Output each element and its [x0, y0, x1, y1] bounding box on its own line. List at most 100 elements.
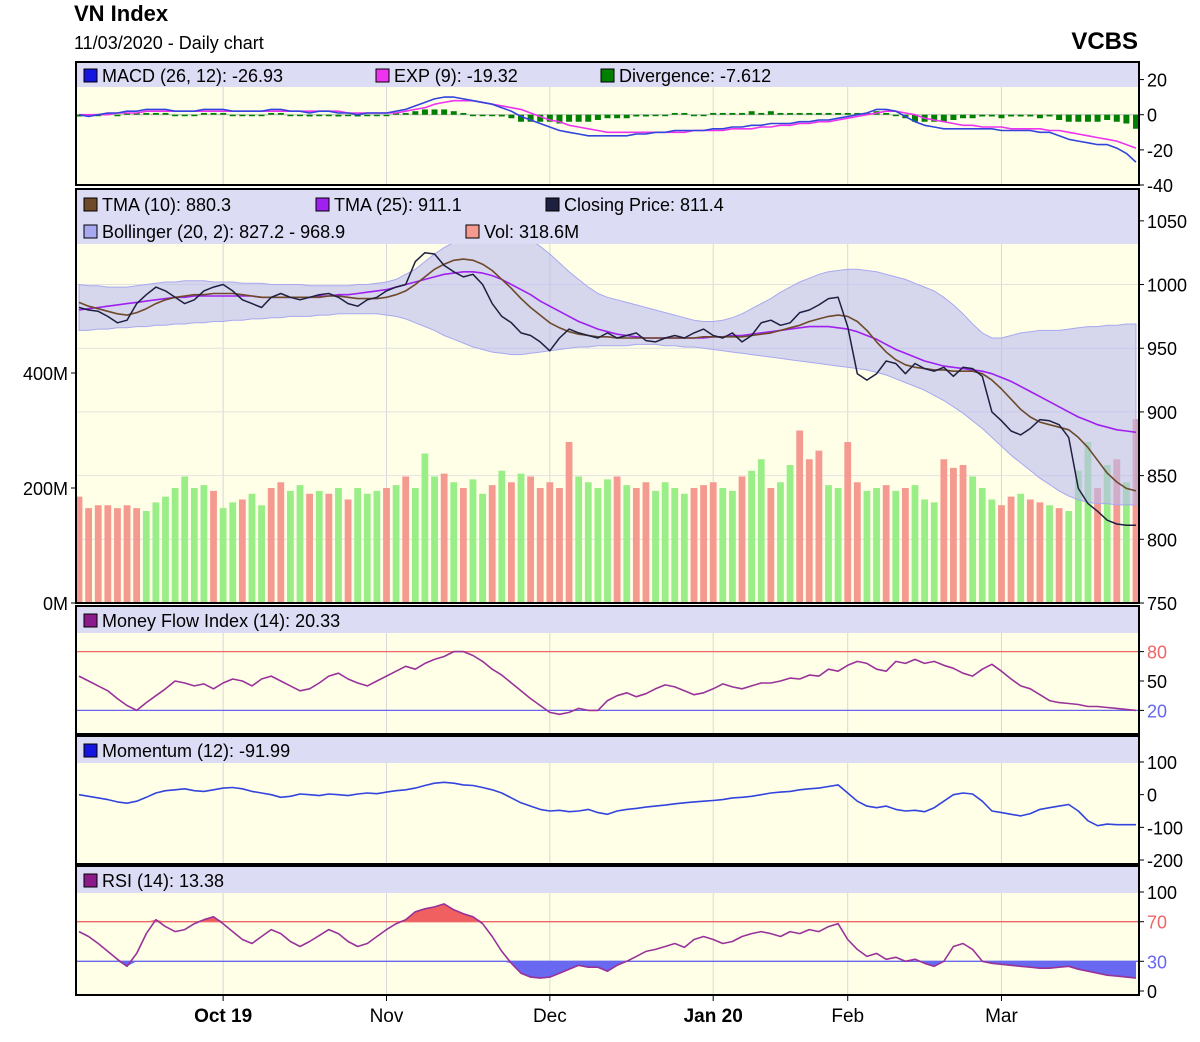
- volume-bar: [248, 493, 256, 603]
- volume-bar: [114, 508, 121, 603]
- price-legend-bar: [77, 190, 1138, 244]
- volume-bar: [729, 490, 736, 603]
- y-tick-label: 1050: [1147, 212, 1187, 232]
- y-tick-label: 100: [1147, 883, 1177, 903]
- divergence-bar: [76, 114, 82, 117]
- volume-tick-label: 200M: [23, 479, 68, 499]
- divergence-bar: [508, 114, 515, 119]
- volume-bar: [671, 488, 679, 603]
- divergence-bar: [1036, 114, 1043, 119]
- divergence-bar: [892, 114, 899, 117]
- volume-bar: [844, 442, 852, 603]
- volume-bar: [738, 476, 746, 603]
- momentum-legend-swatch: [83, 743, 98, 758]
- volume-bar: [142, 511, 150, 603]
- volume-bar: [411, 488, 419, 603]
- divergence-bar: [220, 112, 227, 115]
- momentum-legend-label: Momentum (12): -91.99: [102, 741, 290, 761]
- divergence-bar: [1017, 114, 1024, 117]
- divergence-bar: [402, 112, 409, 115]
- x-tick-label: Feb: [831, 1006, 864, 1027]
- divergence-bar: [431, 109, 438, 115]
- volume-bar: [200, 485, 208, 603]
- macd-legend-swatch: [600, 68, 615, 83]
- money-flow-index-line: [78, 650, 1137, 716]
- divergence-bar: [1065, 114, 1072, 122]
- divergence-bar: [306, 114, 313, 117]
- macd-legend-label: Divergence: -7.612: [619, 66, 771, 86]
- volume-bar: [258, 505, 265, 603]
- divergence-bar: [681, 112, 688, 115]
- volume-bar: [661, 482, 669, 603]
- volume-bar: [969, 476, 977, 603]
- volume-bar: [959, 465, 967, 603]
- divergence-bar: [229, 114, 236, 117]
- divergence-bar: [537, 114, 544, 122]
- volume-bar: [488, 485, 496, 603]
- volume-bar: [1074, 470, 1082, 603]
- chart-subtitle: 11/03/2020 - Daily chart: [74, 33, 264, 53]
- divergence-bar: [815, 112, 822, 115]
- divergence-bar: [950, 114, 957, 120]
- divergence-bar: [988, 114, 995, 117]
- price-legend-label: TMA (10): 880.3: [102, 195, 231, 215]
- divergence-bar: [883, 112, 890, 115]
- volume-bar: [296, 485, 304, 603]
- y-tick-label: 0: [1147, 786, 1157, 806]
- volume-bar: [546, 482, 554, 603]
- divergence-bar: [162, 112, 169, 115]
- brand-label: VCBS: [1071, 28, 1138, 55]
- divergence-bar: [489, 114, 496, 117]
- money-flow-index-legend-label: Money Flow Index (14): 20.33: [102, 611, 340, 631]
- y-tick-label: 20: [1147, 701, 1167, 721]
- volume-bar: [469, 479, 477, 603]
- y-tick-label: 1000: [1147, 276, 1187, 296]
- macd-legend-label: MACD (26, 12): -26.93: [102, 66, 283, 86]
- volume-bar: [575, 476, 583, 603]
- volume-bar: [777, 482, 784, 603]
- volume-bar: [94, 505, 102, 603]
- volume-bar: [623, 485, 631, 603]
- y-tick-label: 100: [1147, 753, 1177, 773]
- divergence-bar: [239, 114, 246, 117]
- divergence-bar: [1046, 114, 1053, 117]
- divergence-bar: [1104, 114, 1111, 120]
- price-legend-swatch: [545, 197, 560, 212]
- rsi-oversold-fill: [79, 961, 1136, 979]
- divergence-bar: [719, 112, 726, 115]
- volume-bar: [940, 459, 948, 603]
- divergence-bar: [1027, 114, 1034, 117]
- y-tick-label: -100: [1147, 818, 1183, 838]
- volume-bar: [748, 470, 756, 603]
- divergence-bar: [863, 112, 870, 115]
- divergence-bar: [210, 112, 217, 115]
- divergence-bar: [316, 114, 323, 117]
- volume-bar: [988, 499, 996, 603]
- divergence-bar: [854, 112, 861, 115]
- divergence-bar: [825, 112, 832, 115]
- divergence-bar: [498, 114, 505, 117]
- volume-bar: [1094, 488, 1101, 603]
- price-legend-swatch: [315, 197, 330, 212]
- divergence-bar: [690, 114, 697, 117]
- x-tick-label: Oct 19: [194, 1006, 252, 1027]
- volume-bar: [287, 490, 294, 603]
- divergence-bar: [441, 109, 448, 115]
- volume-bar: [853, 482, 861, 603]
- volume-bar: [133, 508, 141, 603]
- divergence-bar: [421, 109, 428, 115]
- divergence-bar: [383, 114, 390, 117]
- volume-bar: [75, 496, 83, 603]
- divergence-bar: [960, 114, 967, 119]
- divergence-bar: [642, 114, 649, 117]
- volume-bar: [719, 488, 727, 603]
- divergence-bar: [518, 114, 525, 122]
- money-flow-index-panel-frame: [75, 605, 1140, 735]
- volume-bar: [1113, 459, 1121, 603]
- divergence-bar: [354, 114, 361, 117]
- x-tick-label: Dec: [533, 1006, 567, 1027]
- volume-bar: [1036, 502, 1044, 603]
- divergence-bar: [469, 114, 476, 117]
- price-legend-label: TMA (25): 911.1: [334, 195, 462, 215]
- divergence-bar: [969, 114, 976, 119]
